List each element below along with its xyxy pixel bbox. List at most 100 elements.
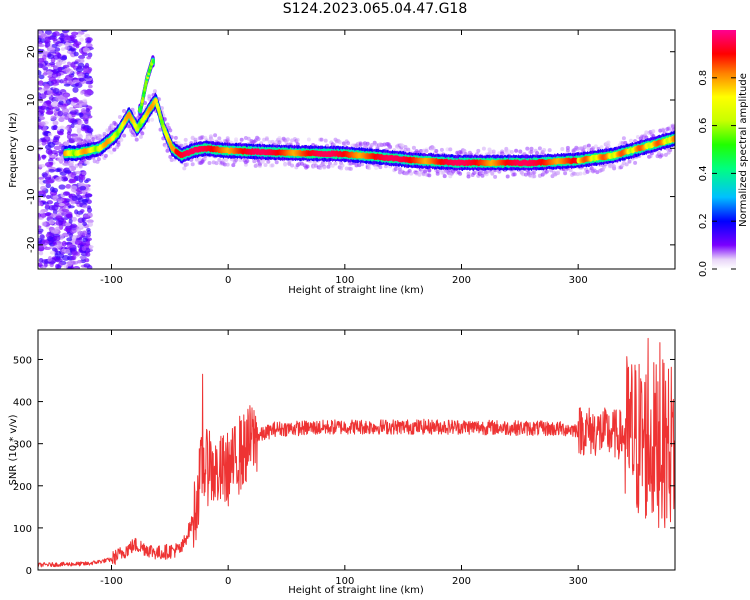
heatmap-haze-cell: [150, 117, 155, 122]
heatmap-noise-cell: [46, 236, 53, 242]
heatmap-haze-cell: [113, 122, 118, 127]
heatmap-noise-cell: [41, 50, 49, 55]
heatmap-haze-cell: [239, 137, 244, 142]
heatmap-noise-cell: [38, 251, 44, 256]
heatmap-noise-cell: [82, 238, 89, 243]
heatmap-haze-cell: [285, 137, 290, 142]
heatmap-noise-cell: [74, 266, 79, 269]
heatmap-haze-cell: [267, 139, 272, 144]
heatmap-haze-cell: [448, 147, 453, 152]
heatmap-haze-cell: [651, 129, 656, 134]
y-tick-label: 500: [13, 355, 32, 366]
heatmap-haze-cell: [322, 165, 327, 170]
heatmap-noise-cell: [83, 65, 89, 69]
heatmap-haze-cell: [606, 143, 611, 148]
heatmap-noise-cell: [50, 213, 57, 218]
heatmap-noise-cell: [71, 235, 77, 241]
heatmap-noise-cell: [57, 66, 63, 73]
heatmap-haze-cell: [179, 143, 184, 148]
heatmap-noise-cell: [41, 154, 46, 160]
heatmap-haze-cell: [168, 154, 173, 159]
heatmap-noise-cell: [38, 142, 41, 147]
heatmap-haze-cell: [493, 174, 498, 179]
heatmap-noise-cell: [63, 36, 71, 43]
heatmap-noise-cell: [38, 63, 44, 69]
snr-frame: [37, 329, 676, 571]
x-tick-label: -100: [100, 275, 123, 286]
heatmap-noise-cell: [51, 82, 60, 86]
heatmap-haze-cell: [606, 140, 611, 145]
y-tick-label: 400: [13, 398, 32, 409]
heatmap-noise-cell: [61, 208, 70, 213]
heatmap-haze-cell: [190, 162, 195, 167]
heatmap-noise-cell: [82, 221, 88, 227]
heatmap-haze-cell: [326, 164, 331, 169]
heatmap-haze-cell: [116, 142, 121, 147]
heatmap-haze-cell: [182, 166, 187, 171]
heatmap-noise-cell: [53, 250, 62, 255]
heatmap-haze-cell: [252, 159, 257, 164]
heatmap-haze-cell: [544, 169, 549, 174]
heatmap-noise-cell: [44, 212, 51, 217]
heatmap-noise-cell: [62, 240, 67, 247]
heatmap-noise-cell: [38, 121, 46, 126]
heatmap-noise-cell: [47, 53, 55, 60]
heatmap-haze-cell: [103, 153, 108, 158]
heatmap-noise-cell: [60, 55, 68, 61]
heatmap-noise-cell: [65, 183, 72, 189]
heatmap-haze-cell: [176, 141, 181, 146]
heatmap-noise-cell: [55, 243, 62, 248]
heatmap-noise-cell: [63, 142, 70, 147]
heatmap-haze-cell: [225, 162, 230, 167]
heatmap-haze-cell: [490, 171, 495, 176]
heatmap-haze-cell: [481, 146, 486, 151]
heatmap-noise-cell: [38, 262, 43, 267]
heatmap-haze-cell: [439, 147, 444, 152]
heatmap-noise-cell: [86, 219, 94, 224]
heatmap-noise-cell: [45, 182, 52, 189]
heatmap-noise-cell: [45, 203, 50, 209]
heatmap-noise-cell: [81, 171, 87, 176]
heatmap-haze-cell: [74, 163, 79, 168]
heatmap-noise-cell: [74, 109, 79, 113]
heatmap-haze-cell: [348, 166, 353, 171]
x-tick-label: 0: [225, 576, 231, 587]
heatmap-haze-cell: [518, 149, 523, 154]
snr-plot-area: [38, 330, 675, 570]
heatmap-noise-cell: [88, 84, 93, 89]
heatmap-noise-cell: [85, 193, 93, 198]
heatmap-noise-cell: [78, 58, 85, 64]
heatmap-haze-cell: [341, 141, 346, 146]
heatmap-haze-cell: [476, 148, 481, 153]
heatmap-haze-cell: [509, 149, 514, 154]
heatmap-noise-cell: [41, 259, 50, 264]
heatmap-haze-cell: [98, 134, 103, 139]
heatmap-haze-cell: [656, 150, 661, 155]
heatmap-noise-cell: [59, 33, 65, 38]
heatmap-haze-cell: [290, 163, 295, 168]
heatmap-haze-cell: [593, 144, 598, 149]
heatmap-noise-cell: [78, 55, 86, 60]
heatmap-noise-cell: [71, 251, 79, 256]
heatmap-haze-cell: [295, 142, 300, 147]
heatmap-noise-cell: [71, 113, 76, 118]
heatmap-noise-cell: [77, 259, 83, 264]
heatmap-noise-cell: [41, 172, 48, 178]
heatmap-noise-cell: [60, 47, 66, 51]
heatmap-haze-cell: [109, 150, 114, 155]
heatmap-haze-cell: [547, 148, 552, 153]
heatmap-noise-cell: [38, 164, 46, 168]
heatmap-noise-cell: [82, 230, 88, 236]
heatmap-noise-cell: [52, 38, 58, 42]
heatmap-noise-cell: [72, 98, 80, 103]
heatmap-noise-cell: [74, 41, 82, 46]
heatmap-haze-cell: [234, 137, 239, 142]
heatmap-noise-cell: [52, 120, 59, 126]
heatmap-haze-cell: [514, 148, 519, 153]
heatmap-haze-cell: [491, 149, 496, 154]
heatmap-noise-cell: [48, 77, 57, 82]
heatmap-noise-cell: [39, 116, 46, 121]
heatmap-noise-cell: [39, 210, 45, 215]
heatmap-noise-cell: [53, 145, 62, 151]
